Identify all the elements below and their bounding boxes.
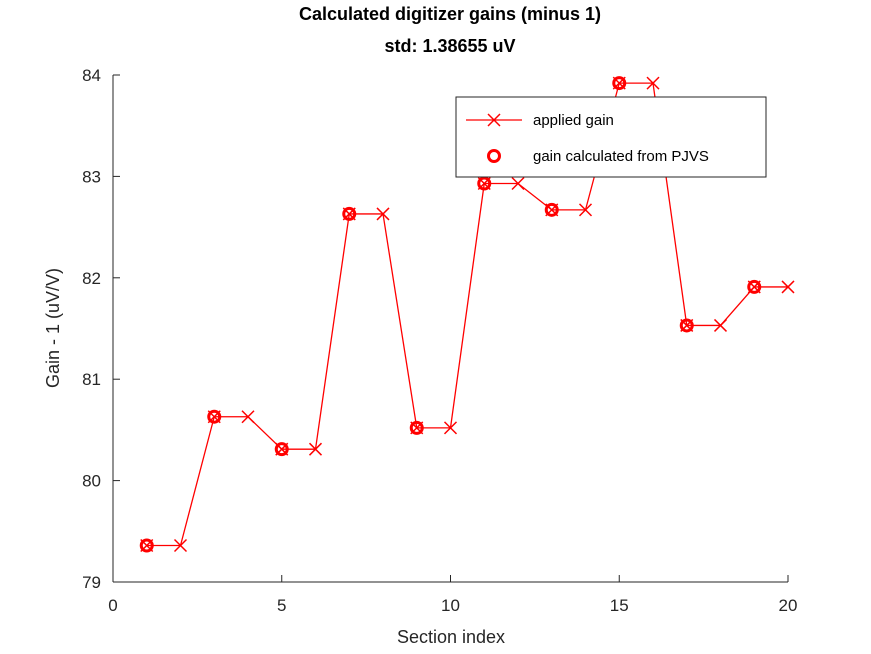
data-point-x <box>376 207 390 221</box>
x-tick-label: 15 <box>610 596 629 615</box>
chart-subtitle: std: 1.38655 uV <box>384 36 515 56</box>
data-point-circle <box>477 176 492 191</box>
data-point-circle <box>274 442 289 457</box>
data-point-circle <box>139 538 154 553</box>
x-tick-label: 10 <box>441 596 460 615</box>
data-point-x <box>713 318 728 332</box>
legend: applied gain gain calculated from PJVS <box>455 96 767 178</box>
legend-label-pjvs-gain: gain calculated from PJVS <box>533 148 709 165</box>
chart-title: Calculated digitizer gains (minus 1) <box>299 4 601 24</box>
legend-box <box>455 96 767 178</box>
data-point-x <box>173 538 188 553</box>
data-point-circle <box>544 202 559 217</box>
y-tick-label: 80 <box>82 472 101 491</box>
data-point-x <box>511 176 525 191</box>
x-tick-label: 5 <box>277 596 286 615</box>
y-tick-label: 84 <box>82 66 101 85</box>
x-tick-label: 0 <box>108 596 117 615</box>
data-point-circle <box>747 279 762 294</box>
legend-swatches <box>466 113 522 163</box>
y-tick-label: 82 <box>82 269 101 288</box>
y-tick-label: 83 <box>82 167 101 186</box>
data-point-circle <box>612 76 627 91</box>
y-tick-label: 79 <box>82 573 101 592</box>
legend-label-applied-gain: applied gain <box>533 112 614 129</box>
series-layer <box>139 76 795 553</box>
legend-swatch-circle <box>487 149 501 163</box>
data-point-x <box>443 421 458 435</box>
data-point-x <box>308 442 323 456</box>
axes: 0 5 10 15 20 79 80 81 82 83 84 <box>82 66 797 615</box>
data-point-circle <box>409 420 424 435</box>
data-point-x <box>578 203 593 217</box>
data-point-circle <box>679 318 694 333</box>
data-point-x <box>241 410 255 424</box>
y-axis-label: Gain - 1 (uV/V) <box>43 268 63 388</box>
y-tick-label: 81 <box>82 370 101 389</box>
series-1 <box>139 76 762 553</box>
data-point-x <box>646 76 660 90</box>
data-point-x <box>781 280 795 294</box>
data-point-circle <box>207 409 222 424</box>
legend-swatch-x <box>487 113 501 127</box>
x-tick-label: 20 <box>779 596 798 615</box>
x-axis-label: Section index <box>397 627 505 647</box>
data-point-circle <box>342 206 357 221</box>
